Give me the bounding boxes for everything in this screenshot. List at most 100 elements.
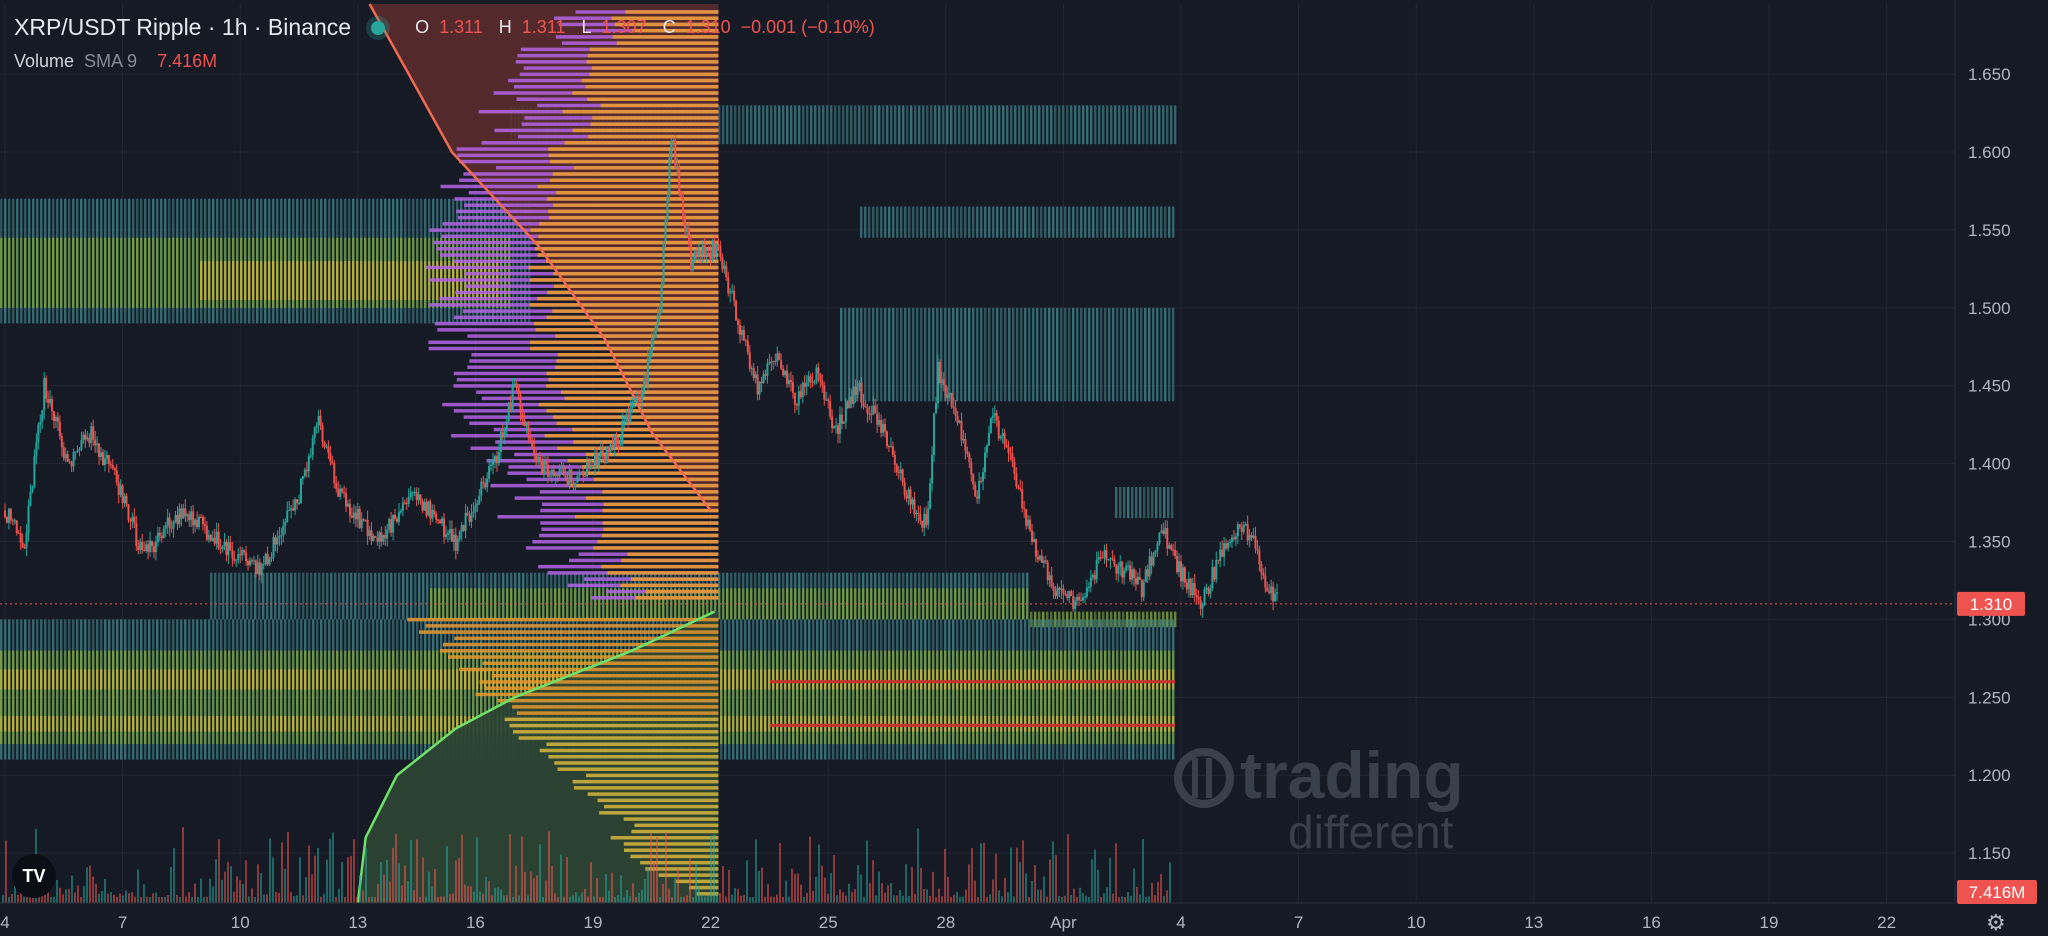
heatmap-cell xyxy=(444,669,447,690)
heatmap-cell xyxy=(1140,206,1143,238)
candle-body xyxy=(1242,525,1245,532)
tradingview-logo-icon[interactable]: TV xyxy=(12,854,56,898)
volume-bar xyxy=(701,894,703,903)
profile-bar-bid xyxy=(516,711,719,715)
heatmap-cell xyxy=(392,261,395,301)
candle-body xyxy=(82,434,85,440)
volume-label[interactable]: Volume xyxy=(14,51,75,71)
candle-body xyxy=(578,473,581,477)
heatmap-cell xyxy=(904,669,907,690)
candle-body xyxy=(45,377,48,400)
candle-body xyxy=(403,502,406,504)
heatmap-cell xyxy=(116,650,119,745)
heatmap-cell xyxy=(868,669,871,690)
heatmap-cell xyxy=(176,237,179,308)
candle-body xyxy=(652,337,655,339)
candle-body xyxy=(1156,543,1159,551)
heatmap-cell xyxy=(536,669,539,690)
candle-body xyxy=(1031,530,1034,542)
volume-bar xyxy=(254,896,256,903)
volume-bar xyxy=(149,896,151,903)
volume-bar xyxy=(887,885,889,903)
heatmap-cell xyxy=(140,716,143,732)
candle-body xyxy=(182,508,185,519)
heatmap-cell xyxy=(1168,650,1171,745)
heatmap-cell xyxy=(964,669,967,690)
profile-bar-ask-core xyxy=(631,577,719,581)
candle-body xyxy=(170,527,173,529)
heatmap-cell xyxy=(420,650,423,745)
candle-body xyxy=(752,368,755,379)
heatmap-cell xyxy=(956,307,959,402)
symbol-title[interactable]: XRP/USDT Ripple · 1h · Binance xyxy=(14,14,352,40)
volume-bar xyxy=(749,896,751,903)
profile-bar-ask-core xyxy=(607,571,719,575)
volume-bar xyxy=(1016,847,1018,903)
candle-body xyxy=(835,425,838,427)
heatmap-cell xyxy=(758,588,761,620)
y-tick-label: 1.650 xyxy=(1968,65,2011,84)
heatmap-cell xyxy=(508,650,511,745)
heatmap-cell xyxy=(892,307,895,402)
heatmap-cell xyxy=(336,669,339,690)
heatmap-cell xyxy=(1140,307,1143,402)
heatmap-cell xyxy=(936,650,939,745)
candle-body xyxy=(733,290,736,301)
heatmap-cell xyxy=(552,669,555,690)
heatmap-cell xyxy=(1026,588,1029,620)
heatmap-cell xyxy=(344,650,347,745)
profile-bar-bid xyxy=(572,779,719,784)
heatmap-cell xyxy=(946,588,949,620)
volume-bar xyxy=(395,833,397,903)
profile-bar-ask-core xyxy=(546,197,719,201)
candle-body xyxy=(868,413,871,415)
candle-body xyxy=(325,446,328,448)
heatmap-cell xyxy=(1100,206,1103,238)
heatmap-cell xyxy=(866,588,869,620)
heatmap-cell xyxy=(336,716,339,732)
candle-body xyxy=(544,461,547,465)
heatmap-cell xyxy=(464,669,467,690)
candle-body xyxy=(903,482,906,496)
heatmap-cell xyxy=(918,105,921,145)
profile-bar-bid xyxy=(479,680,719,684)
candle-body xyxy=(805,382,808,387)
heatmap-cell xyxy=(1168,307,1171,402)
heatmap-cell xyxy=(220,669,223,690)
candle-body xyxy=(1152,553,1155,566)
heatmap-cell xyxy=(1098,105,1101,145)
heatmap-cell xyxy=(1040,650,1043,745)
candle-body xyxy=(268,558,271,565)
profile-bar-ask-core xyxy=(597,539,719,544)
volume-bar xyxy=(1013,896,1015,903)
heatmap-cell xyxy=(888,206,891,238)
candle-body xyxy=(345,493,348,507)
volume-bar xyxy=(179,896,181,903)
candle-body xyxy=(1076,596,1079,601)
heatmap-cell xyxy=(388,261,391,301)
heatmap-cell xyxy=(456,669,459,690)
candle-body xyxy=(809,376,812,382)
candle-body xyxy=(5,516,8,523)
heatmap-cell xyxy=(204,669,207,690)
candle-body xyxy=(688,229,691,243)
heatmap-cell xyxy=(406,572,409,620)
candle-body xyxy=(886,431,888,446)
candle-body xyxy=(699,250,702,255)
heatmap-cell xyxy=(360,716,363,732)
gear-icon[interactable]: ⚙ xyxy=(1986,910,2006,935)
profile-bar-bid xyxy=(630,854,719,859)
candle-body xyxy=(190,511,193,521)
candle-body xyxy=(1001,433,1004,437)
candle-body xyxy=(1048,575,1051,581)
heatmap-cell xyxy=(320,716,323,732)
volume-bar xyxy=(476,837,478,903)
heatmap-cell xyxy=(76,669,79,690)
heatmap-cell xyxy=(24,650,27,745)
heatmap-cell xyxy=(256,650,259,745)
candle-body xyxy=(333,463,336,484)
candle-body xyxy=(866,407,869,414)
heatmap-cell xyxy=(258,572,261,620)
heatmap-cell xyxy=(448,650,451,745)
